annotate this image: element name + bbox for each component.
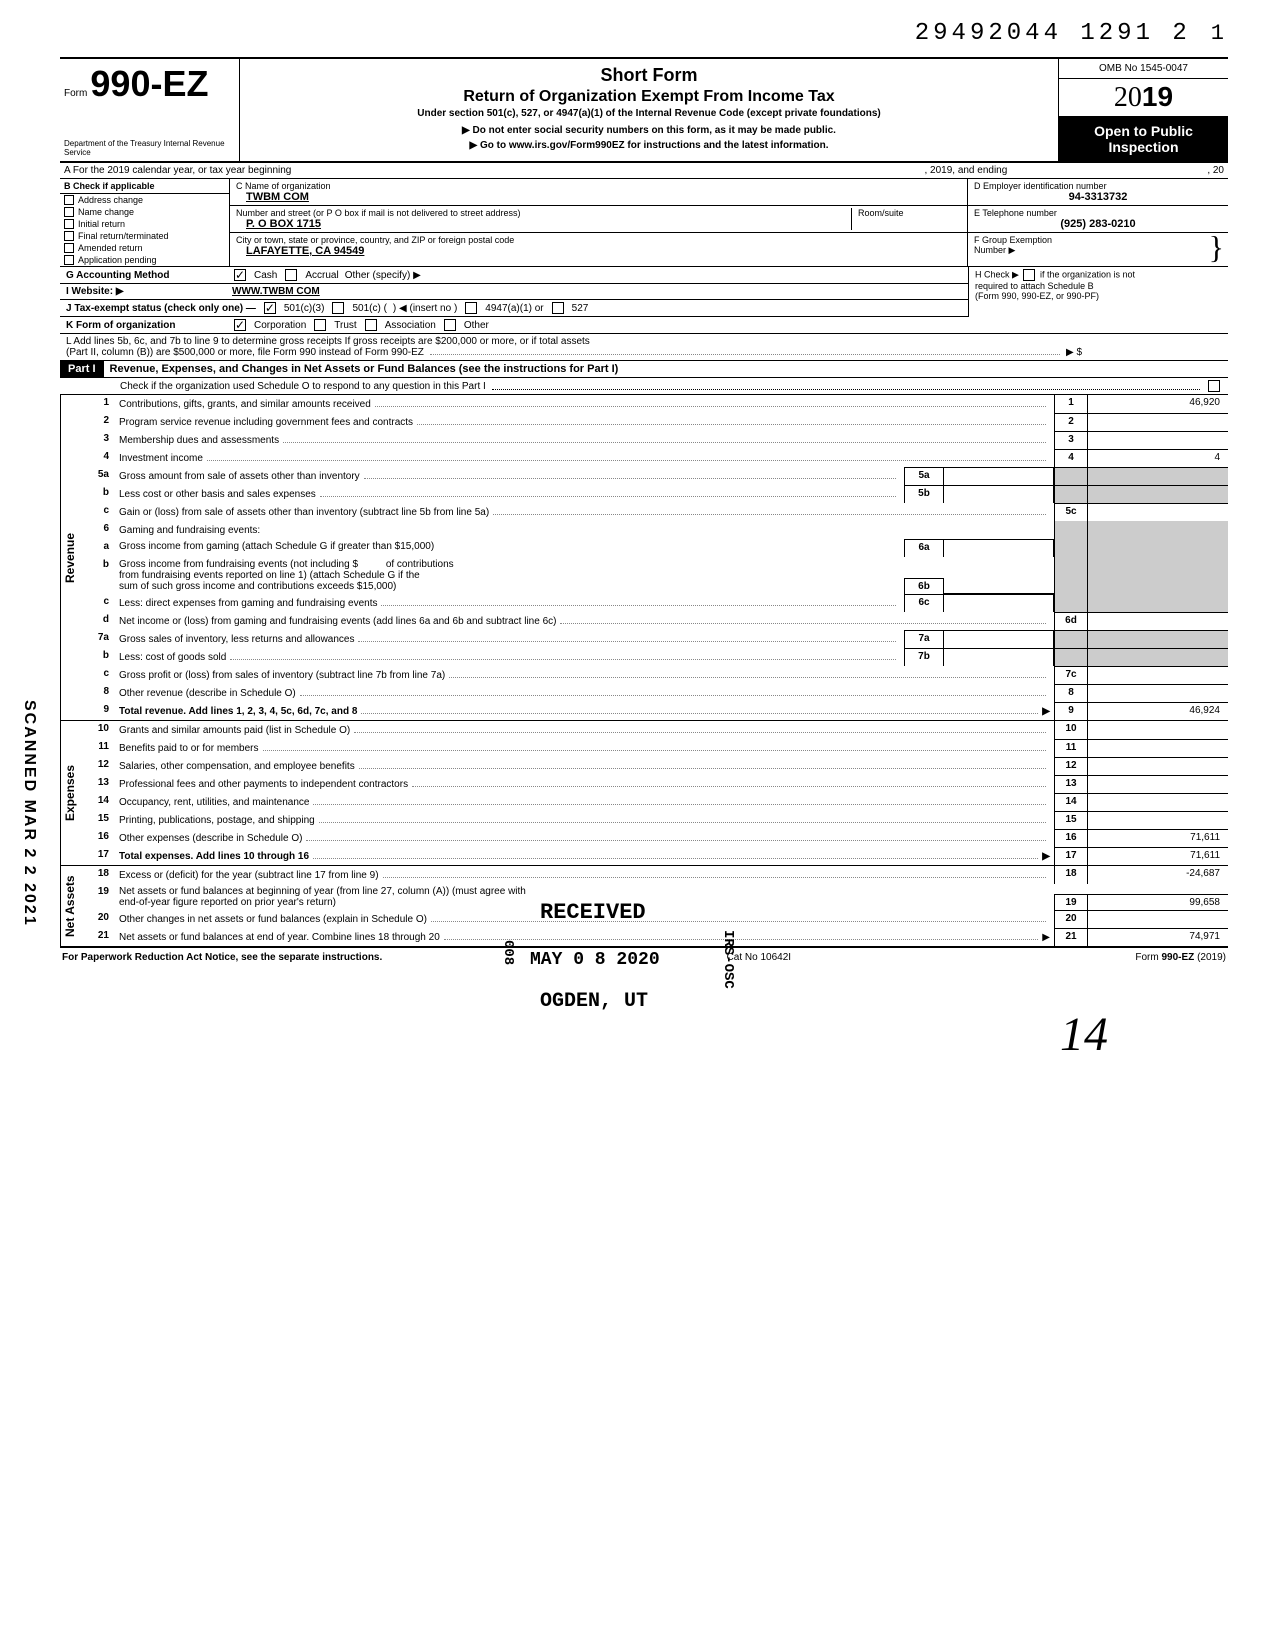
line9-total: 46,924 bbox=[1088, 702, 1228, 720]
row-j: J Tax-exempt status (check only one) — 5… bbox=[60, 300, 968, 317]
row-a: A For the 2019 calendar year, or tax yea… bbox=[60, 163, 1228, 179]
revenue-section: Revenue 1Contributions, gifts, grants, a… bbox=[60, 395, 1228, 721]
document-number: 29492044 1291 21 bbox=[60, 20, 1228, 47]
line4-value: 4 bbox=[1088, 449, 1228, 467]
website: WWW.TWBM COM bbox=[232, 286, 320, 297]
signature: 14 bbox=[60, 1007, 1228, 1062]
row-h: H Check ▶ if the organization is not req… bbox=[968, 267, 1228, 317]
line16-value: 71,611 bbox=[1088, 829, 1228, 847]
form-number: 990-EZ bbox=[90, 63, 208, 104]
ein: 94-3313732 bbox=[974, 191, 1222, 203]
line17-total: 71,611 bbox=[1088, 847, 1228, 865]
row-l: L Add lines 5b, 6c, and 7b to line 9 to … bbox=[60, 334, 1228, 360]
form-title: Short Form bbox=[250, 65, 1048, 86]
netassets-section: Net Assets 18Excess or (deficit) for the… bbox=[60, 866, 1228, 948]
omb-number: OMB No 1545-0047 bbox=[1059, 59, 1228, 79]
tax-year: 20201919 bbox=[1059, 79, 1228, 117]
form-header: Form 990-EZ Department of the Treasury I… bbox=[60, 57, 1228, 163]
public-inspection: Open to PublicInspection bbox=[1059, 117, 1228, 161]
row-k: K Form of organization Corporation Trust… bbox=[60, 317, 1228, 334]
line18-value: -24,687 bbox=[1088, 866, 1228, 884]
line1-value: 46,920 bbox=[1088, 395, 1228, 413]
expenses-section: Expenses 10Grants and similar amounts pa… bbox=[60, 721, 1228, 866]
phone: (925) 283-0210 bbox=[974, 218, 1222, 230]
page-footer: For Paperwork Reduction Act Notice, see … bbox=[60, 948, 1228, 967]
org-name: TWBM COM bbox=[236, 191, 309, 203]
part1-header: Part I Revenue, Expenses, and Changes in… bbox=[60, 360, 1228, 378]
dept-label: Department of the Treasury Internal Reve… bbox=[64, 139, 235, 157]
row-g: G Accounting Method Cash Accrual Other (… bbox=[60, 267, 968, 284]
row-i: I Website: ▶ WWW.TWBM COM bbox=[60, 284, 968, 300]
org-city: LAFAYETTE, CA 94549 bbox=[236, 245, 364, 257]
scanned-stamp: SCANNED MAR 2 2 2021 bbox=[20, 700, 38, 927]
entity-block: B Check if applicable Address change Nam… bbox=[60, 179, 1228, 267]
line21-value: 74,971 bbox=[1088, 928, 1228, 946]
line19-value: 99,658 bbox=[1088, 894, 1228, 910]
org-address: P. O BOX 1715 bbox=[236, 218, 321, 230]
form-subtitle: Return of Organization Exempt From Incom… bbox=[250, 88, 1048, 106]
